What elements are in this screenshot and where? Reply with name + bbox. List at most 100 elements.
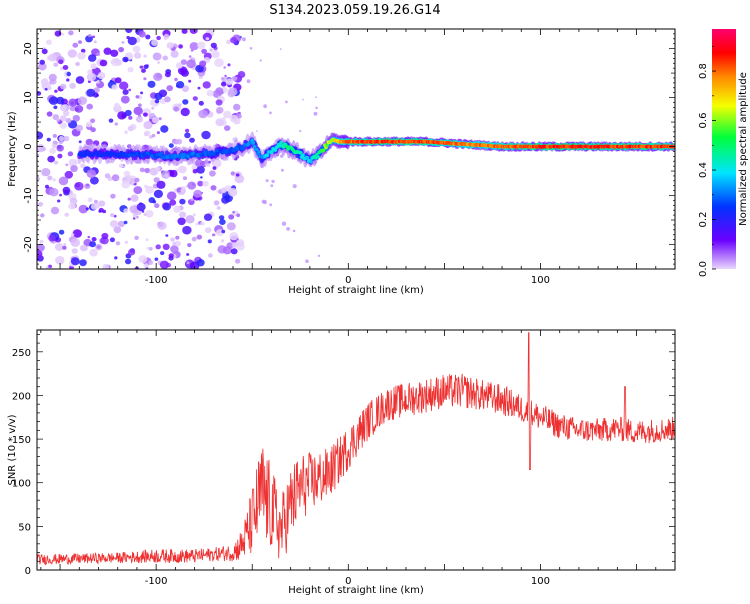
- noise-speckle: [281, 221, 287, 226]
- noise-speckle: [205, 37, 210, 41]
- x-tick-label: 0: [345, 576, 351, 587]
- noise-speckle: [162, 202, 171, 211]
- noise-speckle: [189, 42, 199, 51]
- noise-speckle: [128, 115, 133, 120]
- colorbar-tick-label: 0.4: [698, 162, 709, 178]
- noise-speckle: [221, 117, 226, 121]
- noise-speckle: [138, 255, 148, 264]
- noise-speckle: [92, 35, 96, 39]
- noise-speckle: [179, 211, 187, 218]
- x-tick-label: 0: [345, 275, 351, 286]
- noise-speckle: [144, 167, 151, 174]
- noise-speckle: [204, 227, 212, 234]
- noise-speckle: [60, 83, 67, 90]
- y-tick-label: 0: [23, 143, 34, 149]
- noise-speckle: [315, 106, 318, 110]
- noise-speckle: [47, 175, 53, 181]
- noise-speckle: [133, 106, 143, 116]
- noise-speckle: [128, 88, 132, 92]
- noise-speckle: [203, 57, 211, 63]
- noise-speckle: [195, 222, 199, 226]
- noise-speckle: [176, 81, 185, 89]
- noise-speckle: [71, 248, 78, 254]
- noise-speckle: [48, 73, 57, 82]
- noise-speckle: [59, 66, 64, 71]
- noise-speckle: [157, 221, 167, 230]
- noise-speckle: [265, 179, 269, 183]
- noise-speckle: [226, 39, 231, 45]
- noise-speckle: [77, 96, 88, 105]
- snr-y-label: SNR (10 * v/v): [7, 414, 18, 485]
- snr-x-label: Height of straight line (km): [288, 585, 424, 596]
- noise-speckle: [124, 130, 128, 134]
- noise-speckle: [58, 229, 65, 235]
- noise-speckle: [46, 137, 51, 142]
- noise-speckle: [285, 100, 288, 104]
- noise-speckle: [86, 103, 93, 110]
- noise-speckle: [209, 170, 216, 177]
- noise-speckle: [127, 125, 134, 132]
- y-tick-label: -10: [23, 187, 34, 203]
- spectrogram-y-label: Frequency (Hz): [7, 111, 18, 187]
- spectrogram-y-ticks: -20 -10 0 10 20: [23, 28, 675, 270]
- noise-speckle: [115, 241, 121, 246]
- noise-speckle: [170, 245, 179, 254]
- noise-speckle: [70, 257, 80, 266]
- noise-speckle: [186, 59, 196, 69]
- noise-speckle: [182, 176, 188, 181]
- noise-speckle: [66, 78, 70, 82]
- noise-speckle: [132, 217, 136, 220]
- noise-speckle: [164, 173, 169, 178]
- noise-speckle: [127, 197, 131, 201]
- noise-speckle: [54, 89, 58, 93]
- noise-speckle: [187, 243, 192, 248]
- noise-speckle: [87, 235, 91, 239]
- noise-speckle: [151, 39, 159, 46]
- noise-speckle: [85, 121, 93, 128]
- noise-speckle: [292, 184, 297, 189]
- noise-speckle: [120, 95, 130, 104]
- noise-speckle: [148, 247, 153, 251]
- noise-speckle: [49, 147, 56, 154]
- noise-speckle: [200, 176, 203, 179]
- noise-speckle: [224, 125, 231, 131]
- noise-speckle: [70, 233, 75, 237]
- noise-speckle: [193, 189, 203, 198]
- noise-speckle: [180, 69, 189, 77]
- noise-speckle: [139, 167, 145, 173]
- noise-speckle: [123, 208, 129, 213]
- trace-core: [305, 156, 310, 160]
- colorbar-tick-label: 0.0: [698, 261, 709, 277]
- noise-speckle: [62, 245, 67, 250]
- noise-speckle: [111, 174, 120, 182]
- noise-speckle: [94, 40, 97, 44]
- noise-speckle: [63, 135, 70, 142]
- noise-speckle: [162, 55, 168, 61]
- noise-speckle: [175, 235, 180, 240]
- noise-speckle: [305, 259, 309, 264]
- noise-speckle: [75, 76, 85, 84]
- noise-speckle: [108, 118, 114, 123]
- noise-speckle: [155, 166, 161, 171]
- noise-speckle: [145, 238, 149, 242]
- noise-speckle: [152, 116, 160, 124]
- x-tick-label: 100: [531, 275, 550, 286]
- colorbar-tick-label: 0.2: [698, 212, 709, 228]
- noise-speckle: [206, 89, 214, 97]
- noise-speckle: [87, 69, 93, 75]
- x-tick-label: -100: [145, 576, 168, 587]
- noise-speckle: [66, 71, 71, 77]
- noise-speckle: [70, 165, 78, 173]
- noise-speckle: [198, 109, 208, 119]
- noise-speckle: [223, 66, 226, 69]
- colorbar-label: Normalized spectral amplitude: [738, 72, 749, 226]
- noise-speckle: [212, 166, 217, 170]
- noise-speckle: [178, 44, 184, 49]
- noise-speckle: [299, 129, 302, 133]
- noise-speckle: [85, 35, 93, 43]
- noise-speckle: [48, 96, 59, 105]
- noise-speckle: [315, 96, 317, 98]
- noise-speckle: [122, 89, 129, 95]
- noise-speckle: [59, 122, 67, 129]
- noise-speckle: [209, 48, 213, 52]
